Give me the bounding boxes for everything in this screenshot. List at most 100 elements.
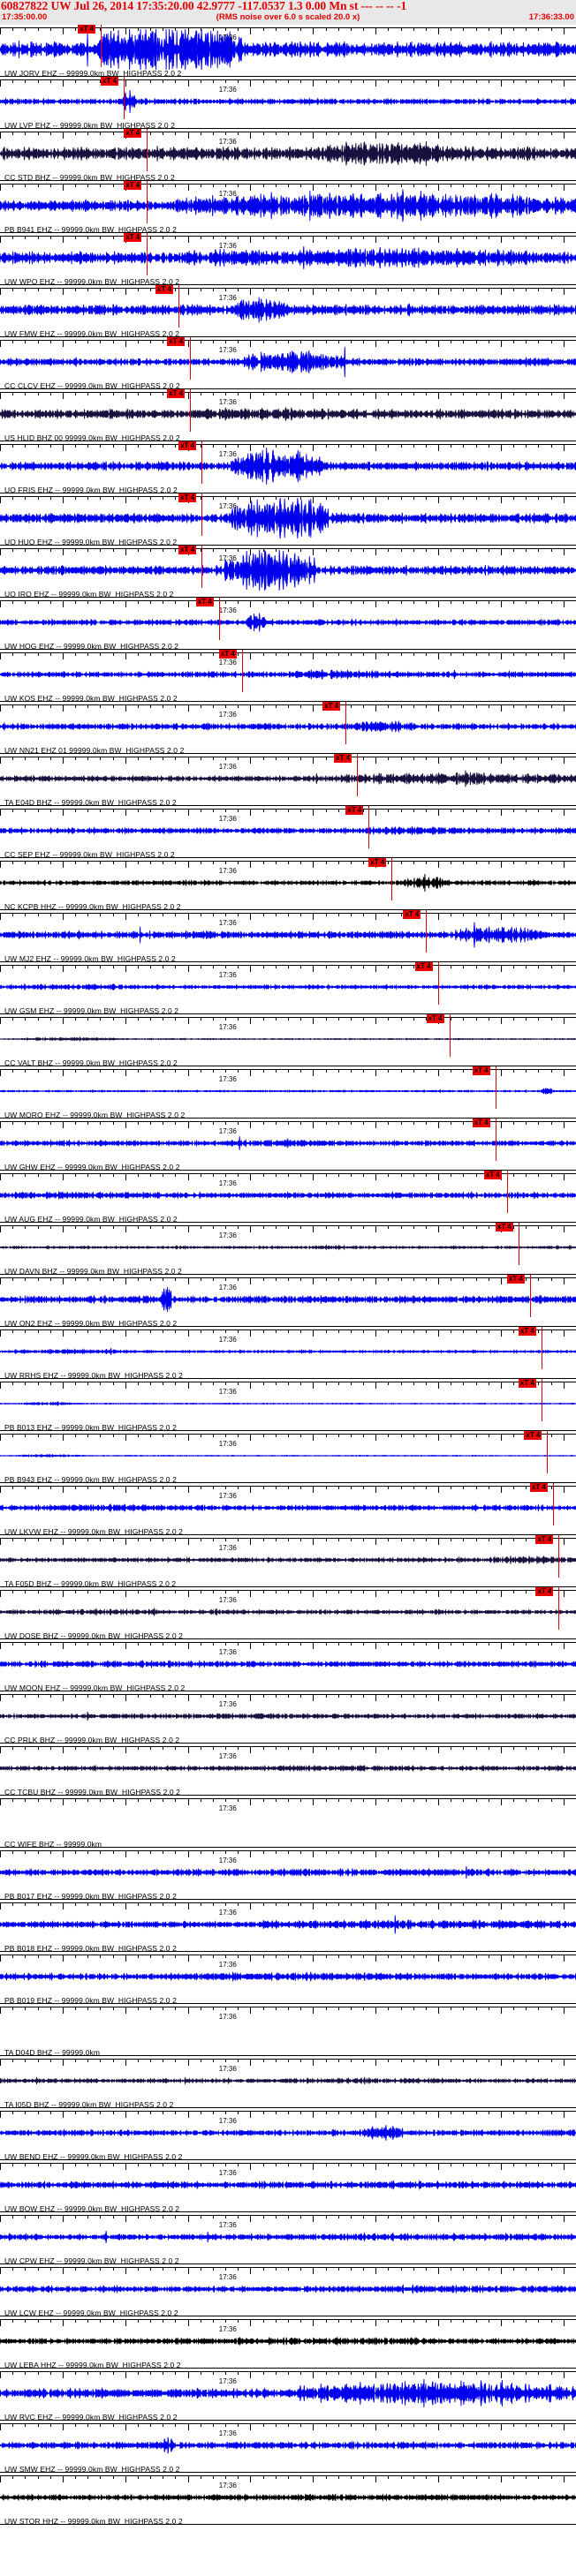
pick-marker-line <box>450 1014 451 1057</box>
trace-label: UW WPO EHZ -- 99999.0km BW_HIGHPASS 2.0 … <box>4 277 179 285</box>
trace-row[interactable]: xT 4 17:36 UW LKVW EHZ -- 99999.0km BW_HIG… <box>0 1483 576 1535</box>
waveform <box>0 2007 576 2050</box>
trace-row[interactable]: 17:36 TA D04D BHZ -- 99999.0km <box>0 2004 576 2056</box>
trace-row[interactable]: 17:36 UW MOON EHZ -- 99999.0km BW_HIGHPAS… <box>0 1639 576 1691</box>
trace-row[interactable]: xT 4 17:36 PB B941 EHZ -- 99999.0km BW_HIG… <box>0 181 576 233</box>
trace-row[interactable]: xT 4 17:36 UW MJ2 EHZ -- 99999.0km BW_HIGH… <box>0 910 576 962</box>
waveform <box>0 601 576 644</box>
waveform <box>0 1643 576 1685</box>
xt-gain-flag: xT 4 <box>368 858 386 867</box>
trace-row[interactable]: xT 4 17:36 UW NN21 EHZ 01 99999.0km BW_HIG… <box>0 702 576 754</box>
trace-label: UW CPW EHZ -- 99999.0km BW_HIGHPASS 2.0 … <box>4 2256 179 2264</box>
trace-row[interactable]: xT 4 17:36 TA F05D BHZ -- 99999.0km BW_HIG… <box>0 1535 576 1587</box>
trace-row[interactable]: xT 4 17:36 UW LVP EHZ -- 99999.0km BW_HIGH… <box>0 77 576 129</box>
minute-tick-label: 17:36 <box>219 1388 237 1396</box>
trace-label: UW ON2 EHZ -- 99999.0km BW_HIGHPASS 2.0 … <box>4 1319 177 1327</box>
trace-row[interactable]: xT 4 17:36 UW WPO EHZ -- 99999.0km BW_HIGH… <box>0 233 576 285</box>
pick-marker-line <box>242 650 243 692</box>
trace-row[interactable]: 17:36 CC WIFE BHZ -- 99999.0km <box>0 1796 576 1848</box>
waveform <box>0 966 576 1008</box>
minute-tick-label: 17:36 <box>219 1648 237 1656</box>
trace-row[interactable]: 17:36 UW BEND EHZ -- 99999.0km BW_HIGHPAS… <box>0 2108 576 2160</box>
trace-label: UW BEND EHZ -- 99999.0km BW_HIGHPASS 2.0… <box>4 2152 182 2160</box>
header-banner: 60827822 UW Jul 26, 2014 17:35:20.00 42.… <box>0 0 576 25</box>
trace-row[interactable]: 17:36 UW SMW EHZ -- 99999.0km BW_HIGHPASS… <box>0 2421 576 2473</box>
trace-label: CC STD BHZ -- 99999.0km BW_HIGHPASS 2.0 … <box>4 173 175 181</box>
pick-marker-line <box>101 25 102 67</box>
trace-row[interactable]: 17:36 CC TCBU BHZ -- 99999.0km BW_HIGHPAS… <box>0 1744 576 1796</box>
waveform <box>0 2268 576 2310</box>
pick-marker-line <box>553 1483 554 1525</box>
minute-tick-label: 17:36 <box>219 1961 237 1969</box>
trace-row[interactable]: xT 4 17:36 UW AUG EHZ -- 99999.0km BW_HIGH… <box>0 1171 576 1223</box>
trace-row[interactable]: xT 4 17:36 UW MORO EHZ -- 99999.0km BW_HIG… <box>0 1066 576 1119</box>
waveform <box>0 1122 576 1164</box>
waveform <box>0 445 576 487</box>
trace-row[interactable]: 17:36 CC PRLK BHZ -- 99999.0km BW_HIGHPAS… <box>0 1691 576 1744</box>
trace-label: TA E04D BHZ -- 99999.0km BW_HIGHPASS 2.0… <box>4 798 177 806</box>
trace-row[interactable]: 17:36 PB B019 EHZ -- 99999.0km BW_HIGHPAS… <box>0 1952 576 2004</box>
trace-row[interactable]: xT 4 17:36 UW JORV EHZ -- 99999.0km BW_HIG… <box>0 25 576 77</box>
trace-row[interactable]: 17:36 UW LCW EHZ -- 99999.0km BW_HIGHPASS… <box>0 2264 576 2316</box>
trace-label: PB B017 EHZ -- 99999.0km BW_HIGHPASS 2.0… <box>4 1892 177 1900</box>
minute-tick-label: 17:36 <box>219 763 237 771</box>
minute-tick-label: 17:36 <box>219 398 237 406</box>
xt-gain-flag: xT 4 <box>124 129 141 138</box>
pick-marker-line <box>219 598 220 640</box>
waveform <box>0 1591 576 1633</box>
trace-row[interactable]: 17:36 UW RVC EHZ -- 99999.0km BW_HIGHPASS… <box>0 2369 576 2421</box>
trace-row[interactable]: xT 4 17:36 UW DOSE BHZ -- 99999.0km BW_HIG… <box>0 1587 576 1639</box>
end-time-label: 17:36:33.00 <box>529 12 574 22</box>
trace-label: UW LEBA HHZ -- 99999.0km BW_HIGHPASS 2.0… <box>4 2361 181 2369</box>
trace-row[interactable]: xT 4 17:36 CC CLCV EHZ -- 99999.0km BW_HIG… <box>0 337 576 389</box>
xt-gain-flag: xT 4 <box>484 1171 502 1179</box>
trace-row[interactable]: 17:36 UW STOR HHZ -- 99999.0km BW_HIGHPAS… <box>0 2473 576 2525</box>
trace-row[interactable]: xT 4 17:36 UW GHW EHZ -- 99999.0km BW_HIGH… <box>0 1119 576 1171</box>
trace-label: UW STOR HHZ -- 99999.0km BW_HIGHPASS 2.0… <box>4 2517 183 2525</box>
trace-row[interactable]: xT 4 17:36 UW RRHS EHZ -- 99999.0km BW_HIG… <box>0 1327 576 1379</box>
trace-row[interactable]: xT 4 17:36 UO FRIS EHZ -- 99999.0km BW_HIG… <box>0 441 576 493</box>
trace-row[interactable]: 17:36 UW CPW EHZ -- 99999.0km BW_HIGHPASS… <box>0 2212 576 2264</box>
minute-tick-label: 17:36 <box>219 346 237 354</box>
trace-row[interactable]: xT 4 17:36 CC SEP EHZ -- 99999.0km BW_HIGH… <box>0 806 576 858</box>
trace-row[interactable]: xT 4 17:36 UW GSM EHZ -- 99999.0km BW_HIGH… <box>0 962 576 1014</box>
trace-row[interactable]: xT 4 17:36 TA E04D BHZ -- 99999.0km BW_HIG… <box>0 754 576 806</box>
waveform <box>0 80 576 123</box>
trace-row[interactable]: xT 4 17:36 UW KOS EHZ -- 99999.0km BW_HIGH… <box>0 650 576 702</box>
xt-gain-flag: xT 4 <box>345 806 363 815</box>
minute-tick-label: 17:36 <box>219 867 237 875</box>
trace-row[interactable]: xT 4 17:36 UW DAVN BHZ -- 99999.0km BW_HIG… <box>0 1223 576 1275</box>
waveform <box>0 2216 576 2258</box>
trace-row[interactable]: xT 4 17:36 US HLID BHZ 00 99999.0km BW_HIG… <box>0 389 576 441</box>
trace-row[interactable]: 17:36 TA I05D BHZ -- 99999.0km BW_HIGHPAS… <box>0 2056 576 2108</box>
xt-gain-flag: xT 4 <box>473 1119 490 1127</box>
trace-row[interactable]: 17:36 UW LEBA HHZ -- 99999.0km BW_HIGHPAS… <box>0 2316 576 2369</box>
trace-row[interactable]: xT 4 17:36 NC KCPB HHZ -- 99999.0km BW_HIG… <box>0 858 576 910</box>
minute-tick-label: 17:36 <box>219 1857 237 1864</box>
trace-row[interactable]: 17:36 PB B017 EHZ -- 99999.0km BW_HIGHPAS… <box>0 1848 576 1900</box>
trace-label: CC CLCV EHZ -- 99999.0km BW_HIGHPASS 2.0… <box>4 381 180 389</box>
trace-label: CC SEP EHZ -- 99999.0km BW_HIGHPASS 2.0 … <box>4 850 175 858</box>
waveform <box>0 2164 576 2206</box>
trace-row[interactable]: xT 4 17:36 PB B013 EHZ -- 99999.0km BW_HIG… <box>0 1379 576 1431</box>
xt-gain-flag: xT 4 <box>334 754 352 763</box>
trace-row[interactable]: xT 4 17:36 UW HOG EHZ -- 99999.0km BW_HIGH… <box>0 598 576 650</box>
trace-label: UW RVC EHZ -- 99999.0km BW_HIGHPASS 2.0 … <box>4 2413 178 2421</box>
waveform <box>0 28 576 71</box>
trace-row[interactable]: xT 4 17:36 CC STD BHZ -- 99999.0km BW_HIGH… <box>0 129 576 181</box>
trace-row[interactable]: xT 4 17:36 PB B943 EHZ -- 99999.0km BW_HIG… <box>0 1431 576 1483</box>
trace-row[interactable]: xT 4 17:36 UO IRQ EHZ -- 99999.0km BW_HIGH… <box>0 546 576 598</box>
trace-row[interactable]: xT 4 17:36 UO HUO EHZ -- 99999.0km BW_HIGH… <box>0 493 576 546</box>
minute-tick-label: 17:36 <box>219 34 237 41</box>
trace-row[interactable]: 17:36 UW BOW EHZ -- 99999.0km BW_HIGHPASS… <box>0 2160 576 2212</box>
minute-tick-label: 17:36 <box>219 606 237 614</box>
event-title: 60827822 UW Jul 26, 2014 17:35:20.00 42.… <box>1 0 406 13</box>
trace-row[interactable]: xT 4 17:36 CC VALT BHZ -- 99999.0km BW_HIG… <box>0 1014 576 1066</box>
trace-label: UW AUG EHZ -- 99999.0km BW_HIGHPASS 2.0 … <box>4 1215 178 1223</box>
minute-tick-label: 17:36 <box>219 502 237 510</box>
trace-row[interactable]: xT 4 17:36 UW FMW EHZ -- 99999.0km BW_HIGH… <box>0 285 576 337</box>
trace-row[interactable]: 17:36 PB B018 EHZ -- 99999.0km BW_HIGHPAS… <box>0 1900 576 1952</box>
trace-row[interactable]: xT 4 17:36 UW ON2 EHZ -- 99999.0km BW_HIGH… <box>0 1275 576 1327</box>
waveform <box>0 549 576 591</box>
